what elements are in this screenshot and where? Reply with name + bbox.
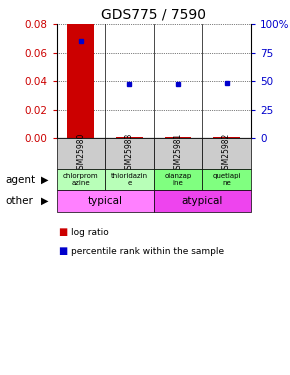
Text: GSM25981: GSM25981 [173,133,182,174]
Text: other: other [6,196,34,206]
Bar [213,137,240,138]
Text: quetiapi
ne: quetiapi ne [212,173,241,186]
Bar [105,169,154,190]
Text: agent: agent [6,175,36,184]
Bar [116,137,143,138]
Text: atypical: atypical [182,196,223,206]
Text: ■: ■ [58,246,67,256]
Bar [57,169,105,190]
Bar [165,137,191,138]
Bar [68,24,94,138]
Text: chlorprom
azine: chlorprom azine [63,173,99,186]
Bar [57,190,154,212]
Text: ▶: ▶ [41,196,49,206]
Text: thioridazin
e: thioridazin e [111,173,148,186]
Bar [57,138,105,169]
Text: percentile rank within the sample: percentile rank within the sample [71,247,224,256]
Bar [105,138,154,169]
Text: log ratio: log ratio [71,228,109,237]
Text: ▶: ▶ [41,175,49,184]
Bar [202,138,251,169]
Text: GSM25980: GSM25980 [76,133,85,174]
Text: typical: typical [88,196,123,206]
Bar [154,190,251,212]
Bar [202,169,251,190]
Title: GDS775 / 7590: GDS775 / 7590 [101,8,206,22]
Text: olanzap
ine: olanzap ine [164,173,192,186]
Text: GSM25982: GSM25982 [222,133,231,174]
Bar [154,138,202,169]
Bar [154,169,202,190]
Text: GSM25983: GSM25983 [125,133,134,174]
Text: ■: ■ [58,228,67,237]
